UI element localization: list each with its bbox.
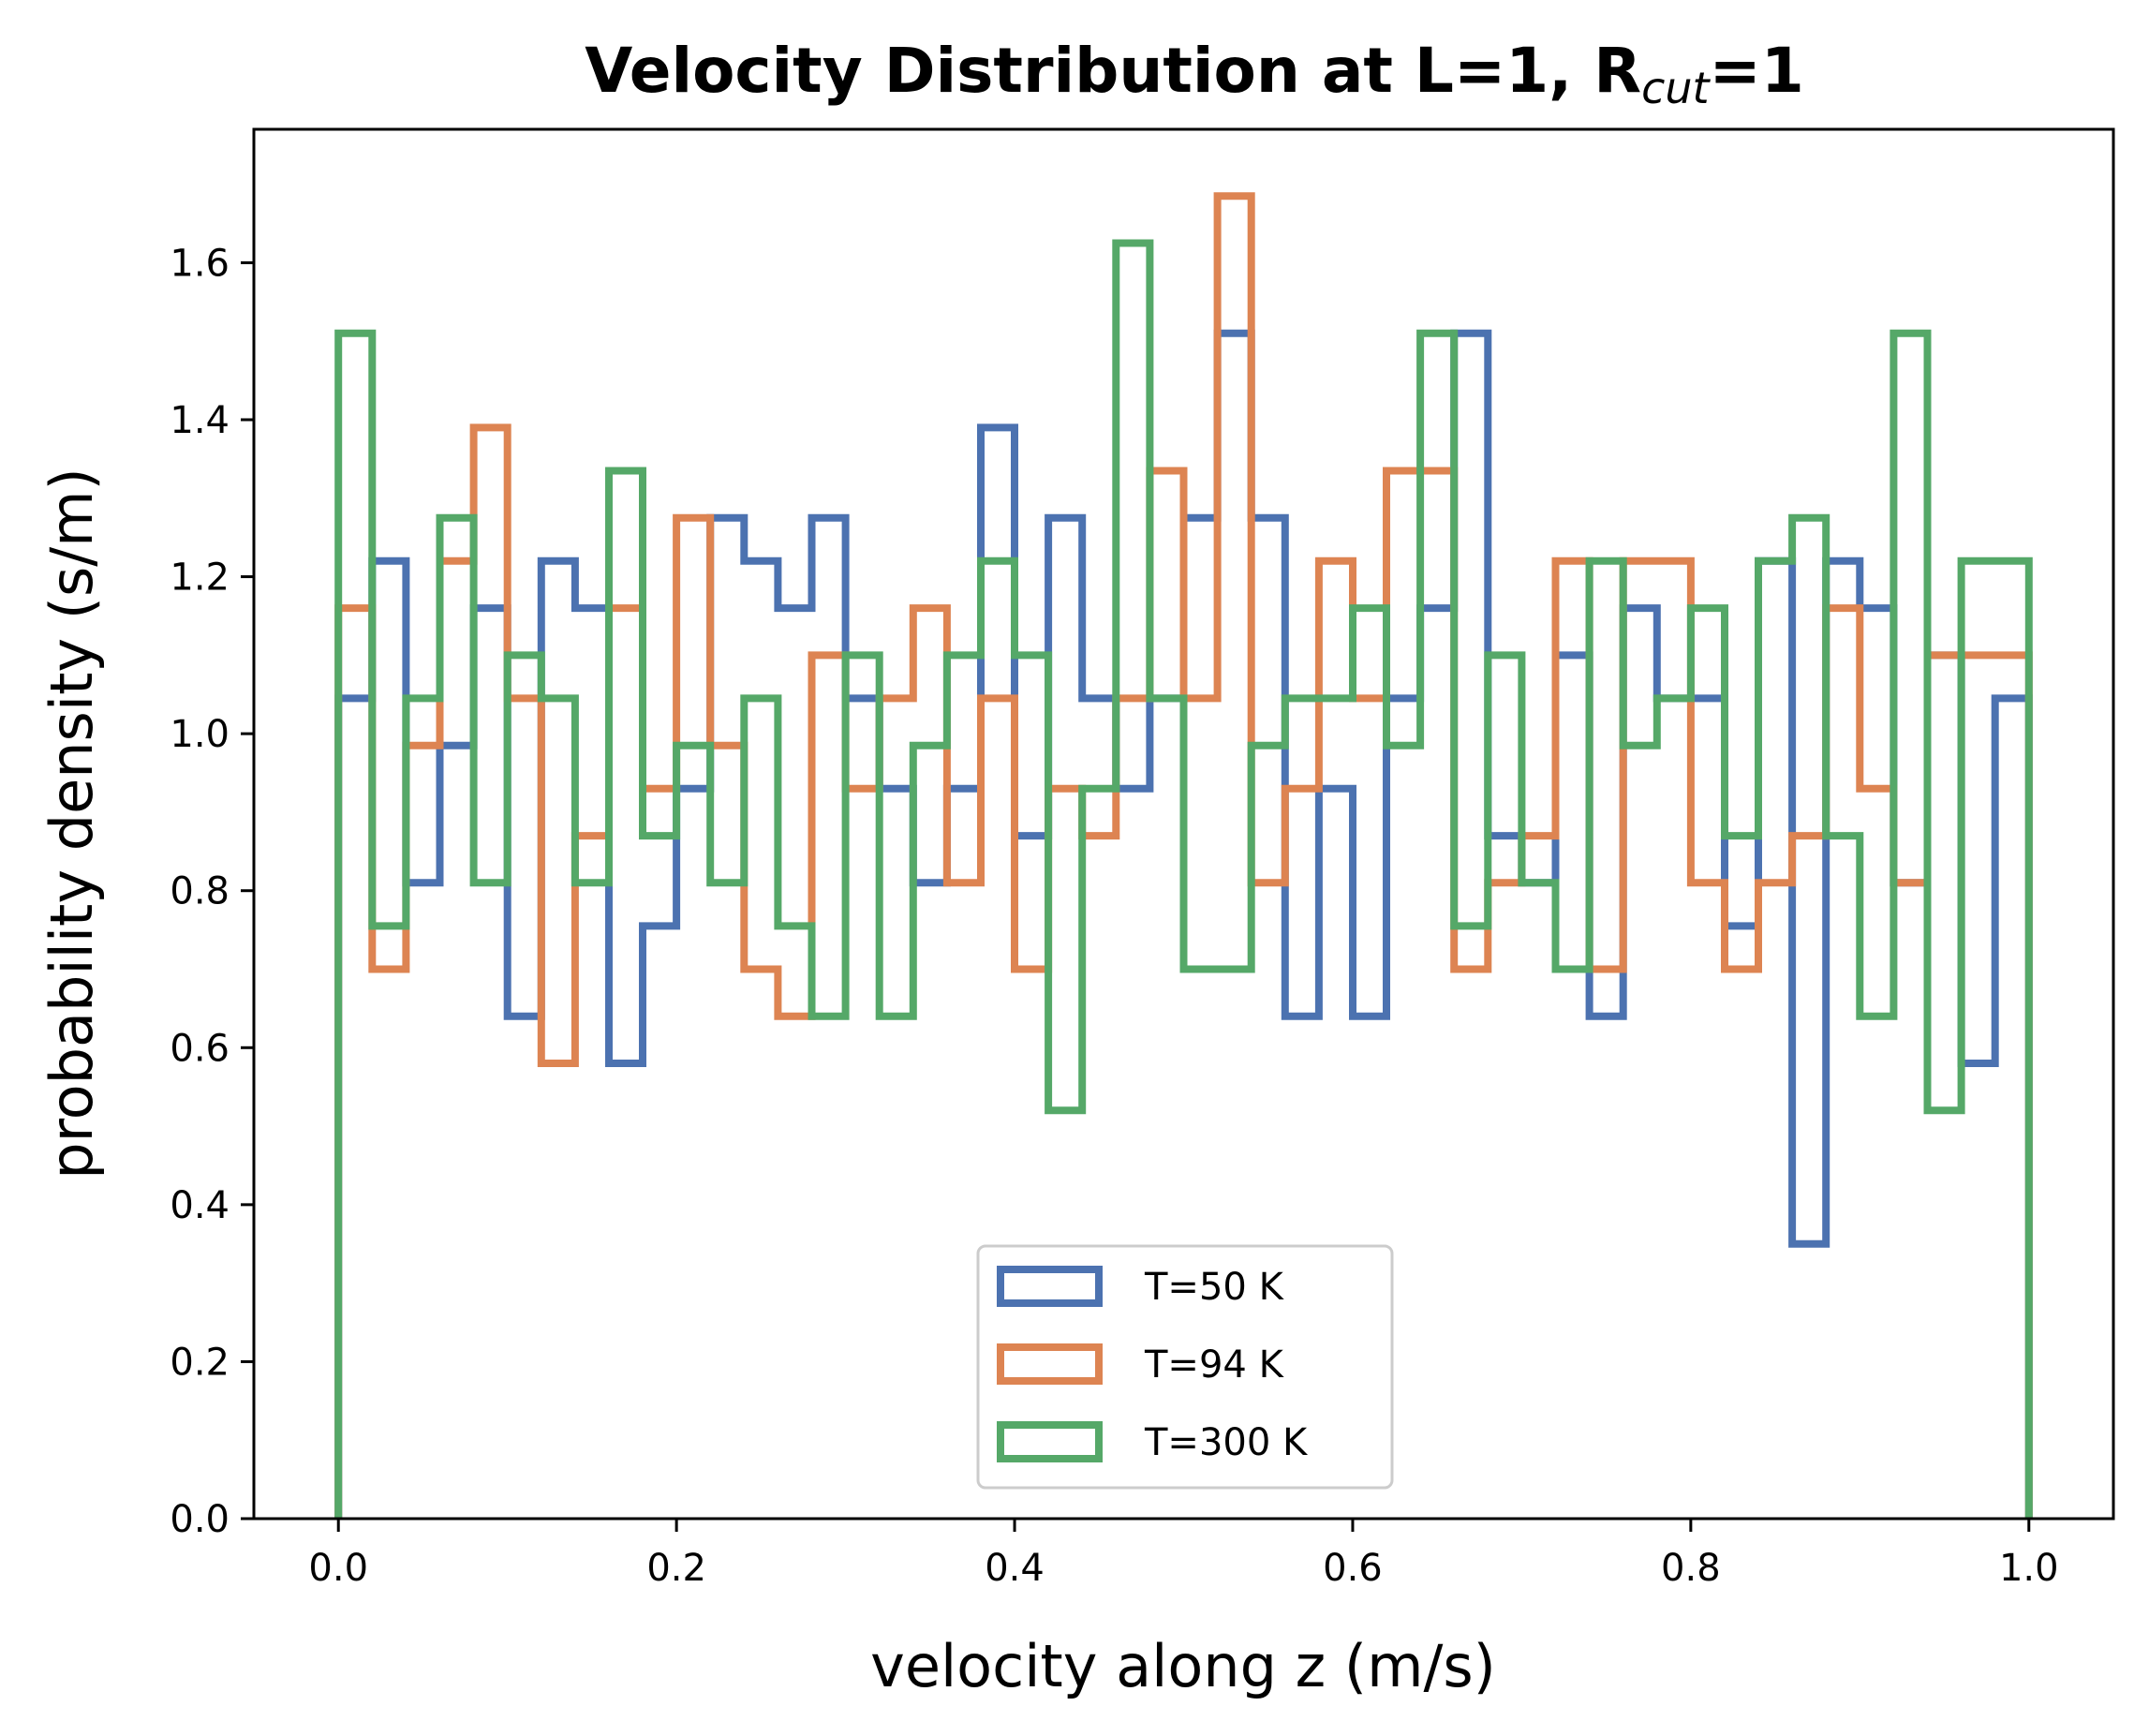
- series-t300-step-line: [334, 239, 2033, 1519]
- legend-swatch-t300: [997, 1421, 1103, 1462]
- y-tick-label: 1.2: [170, 556, 230, 600]
- y-tick-label: 1.0: [170, 713, 230, 756]
- x-axis-ticks: 0.0 0.2 0.4 0.6 0.8 1.0: [308, 1519, 2059, 1590]
- y-tick-label: 0.4: [170, 1184, 230, 1227]
- x-tick-label: 1.0: [1999, 1547, 2059, 1590]
- x-tick-label: 0.0: [308, 1547, 368, 1590]
- plot-series: [334, 192, 2033, 1519]
- legend-label-t50: T=50 K: [1144, 1266, 1285, 1309]
- legend-label-t94: T=94 K: [1144, 1343, 1285, 1387]
- y-tick-label: 0.0: [170, 1498, 230, 1541]
- chart-title: Velocity Distribution at L=1, Rcut=1: [585, 35, 1804, 113]
- x-tick-label: 0.2: [646, 1547, 706, 1590]
- y-tick-label: 1.6: [170, 242, 230, 285]
- axes-frame: [252, 127, 2115, 1521]
- y-tick-label: 0.6: [170, 1027, 230, 1070]
- legend-label-t300: T=300 K: [1144, 1421, 1309, 1464]
- y-tick-label: 0.8: [170, 870, 230, 913]
- y-axis-ticks: 0.0 0.2 0.4 0.6 0.8 1.0 1.2 1.4 1.6: [170, 242, 254, 1541]
- x-axis-label: velocity along z (m/s): [870, 1632, 1496, 1700]
- legend-swatch-t94: [997, 1343, 1103, 1385]
- title-subscript: cut: [1641, 63, 1711, 113]
- y-tick-label: 0.2: [170, 1341, 230, 1384]
- y-axis-label: probability density (s/m): [37, 467, 106, 1180]
- x-tick-label: 0.6: [1323, 1547, 1383, 1590]
- y-tick-label: 1.4: [170, 399, 230, 442]
- legend-swatch-t50: [997, 1266, 1103, 1307]
- x-tick-label: 0.4: [985, 1547, 1045, 1590]
- legend: T=50 K T=94 K T=300 K: [976, 1244, 1394, 1490]
- x-tick-label: 0.8: [1661, 1547, 1721, 1590]
